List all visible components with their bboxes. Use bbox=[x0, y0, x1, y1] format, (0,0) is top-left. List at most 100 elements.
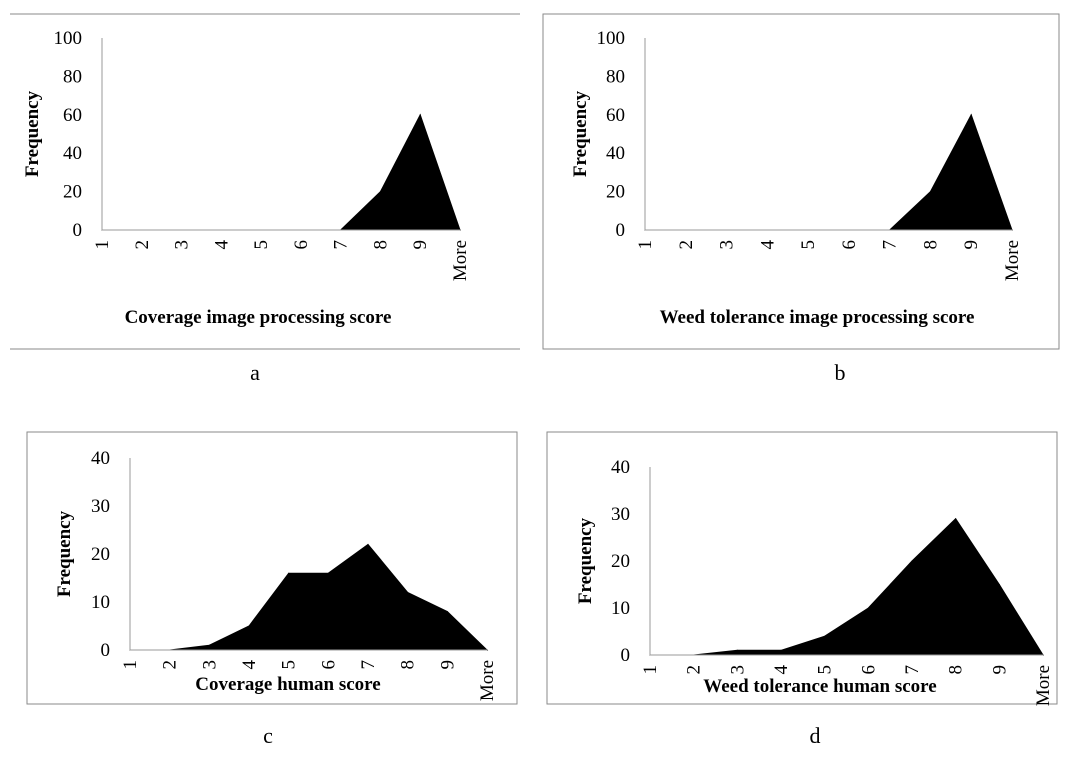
panel-b-y-axis-label: Frequency bbox=[570, 90, 591, 177]
panel-c-data-point-3 bbox=[208, 644, 210, 646]
panel-b-x-tick-label: 9 bbox=[961, 240, 982, 250]
panel-d-x-tick-label: 3 bbox=[727, 665, 748, 675]
panel-c-frame bbox=[26, 431, 518, 705]
panel-d-chart: 0 10 20 30 40 1 2 3 4 5 6 7 8 9 More Frequency Weed tole… bbox=[575, 457, 1054, 748]
panel-b-x-tick-label: 7 bbox=[880, 240, 901, 250]
panel-a-y-tick-label: 100 bbox=[54, 28, 83, 49]
panel-b-x-axis-label: Weed tolerance image processing score bbox=[660, 307, 975, 328]
panel-c-x-tick-label: 2 bbox=[160, 660, 181, 670]
panel-a-x-tick-label: 8 bbox=[370, 240, 391, 250]
panel-c-x-tick-label: 5 bbox=[279, 660, 300, 670]
panel-c-x-tick-label: 1 bbox=[120, 660, 141, 670]
panel-b-panel-label: b bbox=[835, 360, 846, 385]
panel-d-data-point-7 bbox=[911, 560, 913, 562]
panel-a-x-axis-label: Coverage image processing score bbox=[125, 307, 392, 328]
panel-b-y-tick-label: 60 bbox=[606, 105, 625, 126]
panel-c-x-tick-label: 3 bbox=[199, 660, 220, 670]
panel-d-x-tick-label: 2 bbox=[684, 665, 705, 675]
panel-c-panel-label: c bbox=[263, 723, 273, 748]
panel-d-x-tick-label: 4 bbox=[771, 665, 792, 675]
panel-d-x-tick-label: 7 bbox=[902, 665, 923, 675]
panel-c-y-tick-label: 30 bbox=[91, 496, 110, 517]
panel-a-data-point-8 bbox=[379, 191, 381, 193]
panel-a-x-tick-label: 2 bbox=[132, 240, 153, 250]
panel-b-data-point-8 bbox=[929, 191, 931, 193]
panel-b-y-tick-label: 0 bbox=[616, 220, 626, 241]
panel-c-x-axis-label: Coverage human score bbox=[195, 674, 380, 695]
panel-c-y-tick-label: 40 bbox=[91, 448, 110, 469]
panel-a-y-tick-label: 40 bbox=[63, 143, 82, 164]
panel-a-x-tick-label: 7 bbox=[331, 240, 352, 250]
panel-a-y-tick-label: 0 bbox=[73, 220, 83, 241]
panel-a-x-tick-label: 9 bbox=[410, 240, 431, 250]
panel-d-y-tick-label: 0 bbox=[621, 645, 631, 666]
panel-c-x-tick-label: 7 bbox=[358, 660, 379, 670]
panel-c-data-point-6 bbox=[327, 572, 329, 574]
panel-d-data-point-3 bbox=[736, 649, 738, 651]
panel-c-data-point-7 bbox=[367, 543, 369, 545]
panel-c-area-series bbox=[130, 543, 489, 651]
panel-d-data-point-8 bbox=[955, 518, 957, 520]
panel-b-x-tick-label: 6 bbox=[839, 240, 860, 250]
panel-d-x-tick-label: 8 bbox=[946, 665, 967, 675]
panel-b-x-tick-label: 1 bbox=[635, 240, 656, 250]
panel-b-data-point-9 bbox=[970, 114, 972, 116]
panel-b-x-tick-label: 2 bbox=[676, 240, 697, 250]
panel-d-data-point-5 bbox=[824, 635, 826, 637]
panel-c-x-tick-label: 4 bbox=[239, 660, 260, 670]
panel-d-x-tick-label: More bbox=[1033, 665, 1054, 706]
panel-d-area-series bbox=[650, 517, 1044, 656]
panel-b-x-tick-label: 5 bbox=[798, 240, 819, 250]
panel-b-x-tick-label: 3 bbox=[717, 240, 738, 250]
panel-d-y-axis-label: Frequency bbox=[575, 517, 596, 604]
panel-d-y-tick-label: 30 bbox=[611, 504, 630, 525]
panel-a-chart: 0 20 40 60 80 100 1 2 3 4 5 6 7 8 9 More Frequency Covera… bbox=[22, 28, 471, 385]
panel-d-panel-label: d bbox=[810, 723, 821, 748]
panel-d-data-point-4 bbox=[780, 649, 782, 651]
panel-d-x-tick-label: 6 bbox=[858, 665, 879, 675]
panel-c-x-tick-label: 8 bbox=[398, 660, 419, 670]
panel-d-x-tick-label: 9 bbox=[989, 665, 1010, 675]
panel-a-y-axis-label: Frequency bbox=[22, 90, 43, 177]
panel-b-x-tick-label: More bbox=[1002, 240, 1023, 281]
panel-d-y-tick-label: 10 bbox=[611, 598, 630, 619]
panel-c-data-point-5 bbox=[288, 572, 290, 574]
panel-d-y-tick-label: 20 bbox=[611, 551, 630, 572]
panel-c-data-point-4 bbox=[248, 625, 250, 627]
panel-c-data-point-8 bbox=[407, 591, 409, 593]
panel-a-x-tick-label: More bbox=[450, 240, 471, 281]
panel-b-x-tick-label: 8 bbox=[920, 240, 941, 250]
panel-a-x-tick-label: 6 bbox=[291, 240, 312, 250]
panel-b-y-tick-label: 20 bbox=[606, 182, 625, 203]
panel-c-x-tick-label: 9 bbox=[437, 660, 458, 670]
panel-c-y-axis-label: Frequency bbox=[54, 510, 75, 597]
panel-a-y-tick-label: 20 bbox=[63, 182, 82, 203]
panel-a-x-tick-label: 4 bbox=[211, 240, 232, 250]
panel-d-y-tick-label: 40 bbox=[611, 457, 630, 478]
panel-b-y-tick-label: 40 bbox=[606, 143, 625, 164]
panel-a-data-point-9 bbox=[419, 114, 421, 116]
panel-a-x-tick-label: 3 bbox=[172, 240, 193, 250]
panel-c-x-tick-label: 6 bbox=[318, 660, 339, 670]
panel-d-x-tick-label: 5 bbox=[815, 665, 836, 675]
panel-b-area-series bbox=[645, 113, 1013, 231]
panel-c-x-tick-label: More bbox=[477, 660, 498, 701]
panel-b-frame bbox=[542, 13, 1060, 350]
panel-c-y-tick-label: 20 bbox=[91, 544, 110, 565]
panel-c-data-point-9 bbox=[446, 611, 448, 613]
panel-b-y-tick-label: 80 bbox=[606, 66, 625, 87]
panel-d-data-point-6 bbox=[867, 607, 869, 609]
panel-b-x-tick-label: 4 bbox=[757, 240, 778, 250]
panel-a-y-tick-label: 60 bbox=[63, 105, 82, 126]
panel-d-x-tick-label: 1 bbox=[640, 665, 661, 675]
panel-c-y-tick-label: 10 bbox=[91, 592, 110, 613]
panel-a-y-tick-label: 80 bbox=[63, 66, 82, 87]
panel-d-x-axis-label: Weed tolerance human score bbox=[703, 676, 936, 697]
panel-b-y-tick-label: 100 bbox=[597, 28, 626, 49]
panel-a-x-tick-label: 1 bbox=[92, 240, 113, 250]
panel-a-panel-label: a bbox=[250, 360, 260, 385]
panel-a-area-series bbox=[102, 113, 461, 231]
panel-c-y-tick-label: 0 bbox=[101, 640, 111, 661]
panel-b-chart: 0 20 40 60 80 100 1 2 3 4 5 6 7 8 9 More Frequency Weed t… bbox=[570, 28, 1023, 385]
